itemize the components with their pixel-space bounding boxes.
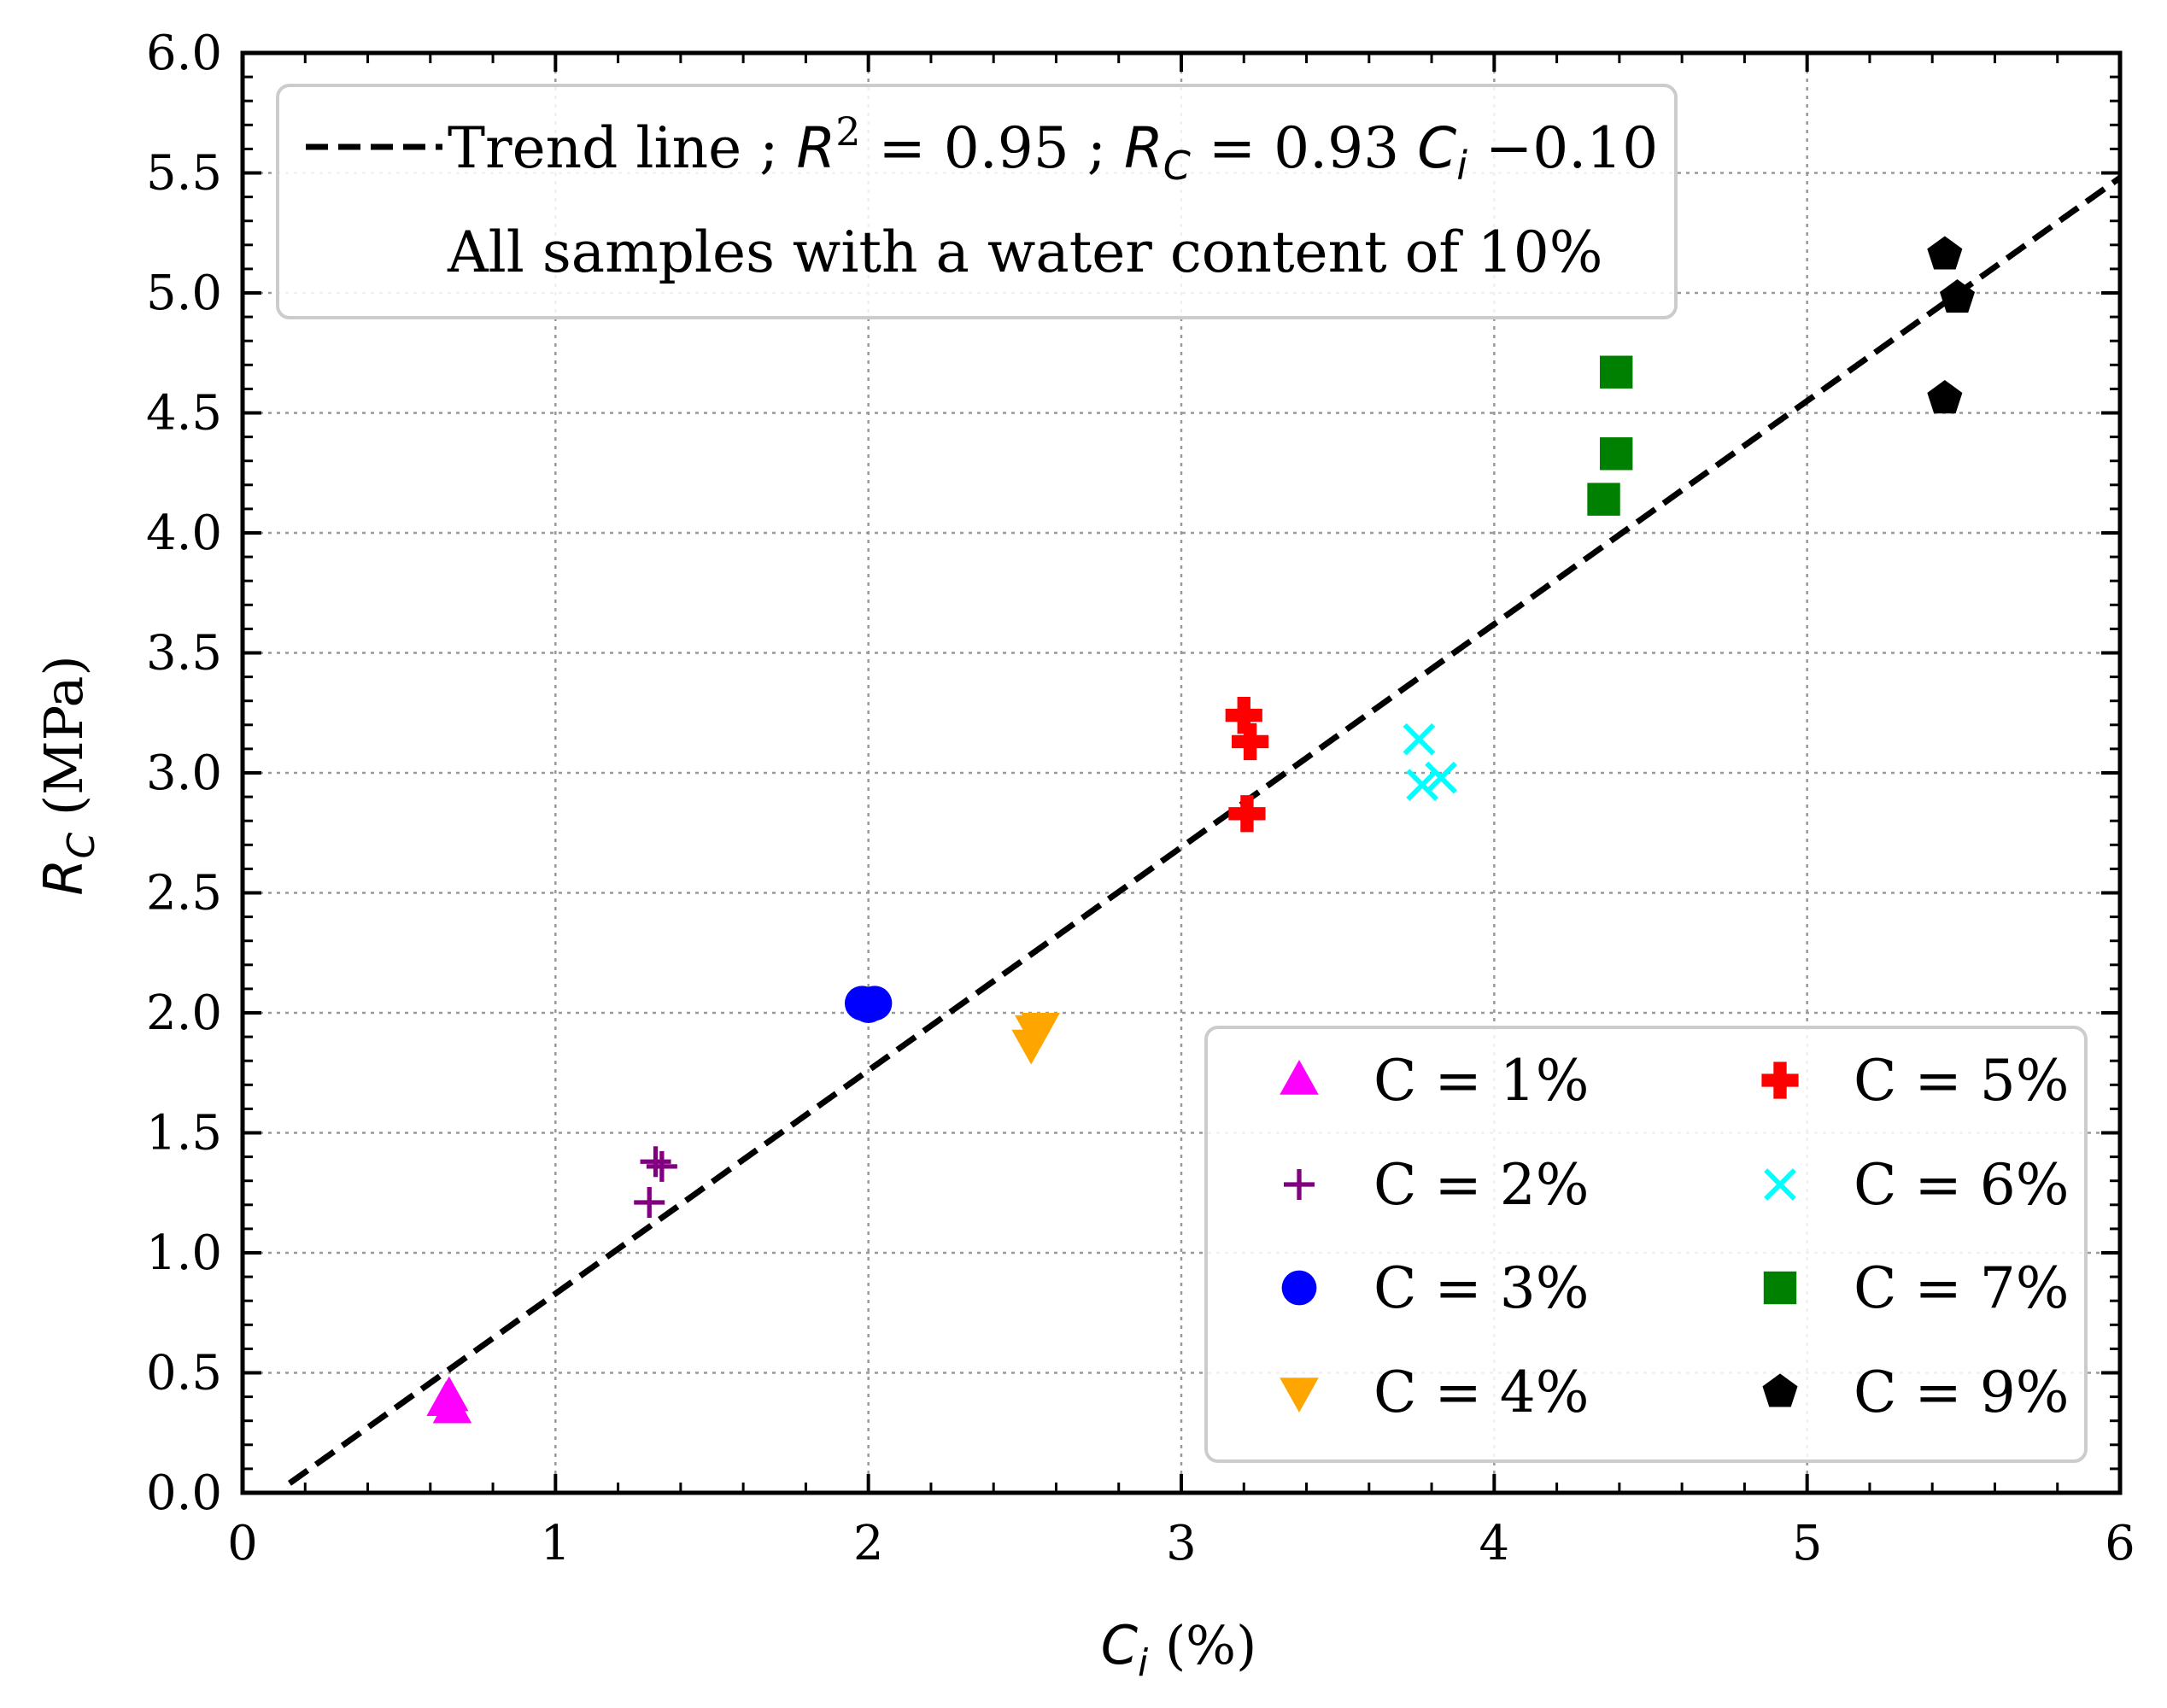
trend-equation-text: Trend line ; R2 = 0.95 ; RC = 0.93 Ci −0…: [448, 108, 1658, 189]
data-point: [1600, 355, 1633, 389]
data-point: [1403, 722, 1436, 756]
x-tick-label: 5: [1792, 1516, 1823, 1571]
legend-label: C = 6%: [1854, 1152, 2069, 1218]
y-tick-label: 4.5: [146, 386, 222, 442]
annotation-frame: [276, 84, 1678, 319]
legend-label: C = 7%: [1854, 1255, 2069, 1321]
x-axis-title: Ci (%): [1101, 1614, 1257, 1685]
y-tick-label: 3.0: [146, 746, 222, 801]
x-tick-label: 3: [1166, 1516, 1197, 1571]
trend-line: [287, 175, 2123, 1486]
x-tick-label: 2: [853, 1516, 884, 1571]
legend-item-6: C = 6%: [1764, 1152, 2069, 1218]
y-tick-label: 5.5: [146, 146, 222, 202]
series-2: [634, 1146, 677, 1218]
y-tick-label: 0.0: [146, 1465, 222, 1521]
legend-marker: [1761, 1062, 1799, 1099]
x-tick-label: 0: [227, 1516, 258, 1571]
points-layer: [426, 236, 1976, 1424]
series-7: [1587, 355, 1633, 516]
data-point: [851, 988, 887, 1023]
data-point: [1406, 769, 1438, 801]
legend-label: C = 9%: [1854, 1360, 2069, 1425]
legend-marker: [1762, 1373, 1798, 1407]
data-point: [1015, 1015, 1054, 1050]
ticks-layer: 0 1 2 3 4 5 6 0.0 0.5 1.0 1.5 2.0 2.5 3.0 3.5 4.0 4.5 5.0…: [146, 26, 2135, 1571]
y-tick-label: 2.5: [146, 866, 222, 921]
legend-marker: [1764, 1168, 1796, 1201]
data-point: [646, 1150, 677, 1182]
data-point: [640, 1146, 671, 1178]
data-point: [1600, 437, 1633, 471]
legend-marker: [1280, 1060, 1319, 1095]
series-8: [1927, 236, 1976, 414]
series-1: [426, 1376, 472, 1424]
legend-label: C = 3%: [1373, 1255, 1589, 1321]
y-tick-label: 4.0: [146, 506, 222, 561]
legend: C = 1% C = 2% C = 3% C = 4% C = 5% C = 6% C = …: [1204, 1026, 2088, 1463]
x-tick-label: 6: [2105, 1516, 2135, 1571]
data-point: [1425, 761, 1457, 794]
legend-item-7: C = 7%: [1763, 1255, 2069, 1321]
y-tick-label: 1.5: [146, 1106, 222, 1161]
y-axis-title: RC (MPa): [32, 655, 103, 895]
legend-marker: [1284, 1169, 1315, 1200]
series-6: [1403, 722, 1457, 801]
series-4: [1011, 1013, 1060, 1065]
y-tick-label: 3.5: [146, 626, 222, 681]
legend-label: C = 1%: [1373, 1048, 1589, 1114]
legend-label: C = 4%: [1373, 1360, 1589, 1425]
legend-item-2: C = 2%: [1284, 1152, 1589, 1218]
legend-item-3: C = 3%: [1281, 1255, 1589, 1321]
annotation-box: Trend line ; R2 = 0.95 ; RC = 0.93 Ci −0…: [276, 84, 1678, 319]
legend-marker: [1281, 1270, 1317, 1306]
legend-label: C = 2%: [1373, 1152, 1589, 1218]
trend-layer: [287, 175, 2123, 1486]
data-point: [429, 1376, 469, 1412]
data-point: [1228, 795, 1266, 833]
data-point: [1927, 236, 1963, 270]
legend-item-8: C = 9%: [1762, 1360, 2069, 1425]
legend-marker: [1763, 1271, 1797, 1305]
data-point: [1927, 380, 1963, 414]
legend-item-5: C = 5%: [1761, 1048, 2069, 1114]
legend-label: C = 5%: [1854, 1048, 2069, 1114]
data-point: [1939, 279, 1976, 313]
y-tick-label: 2.0: [146, 986, 222, 1041]
legend-frame: [1204, 1026, 2088, 1463]
data-point: [1225, 696, 1262, 734]
y-tick-label: 6.0: [146, 26, 222, 81]
data-point: [1587, 483, 1620, 516]
series-5: [1225, 696, 1269, 833]
x-tick-label: 4: [1479, 1516, 1510, 1571]
y-tick-label: 1.0: [146, 1225, 222, 1281]
legend-item-4: C = 4%: [1280, 1360, 1589, 1425]
data-point: [634, 1186, 665, 1218]
legend-marker: [1280, 1378, 1319, 1413]
data-point: [1231, 722, 1269, 761]
y-tick-label: 0.5: [146, 1346, 222, 1401]
x-tick-label: 1: [541, 1516, 571, 1571]
water-content-note: All samples with a water content of 10%: [447, 219, 1602, 285]
legend-item-1: C = 1%: [1280, 1048, 1589, 1114]
y-tick-label: 5.0: [146, 266, 222, 321]
series-3: [844, 986, 893, 1023]
